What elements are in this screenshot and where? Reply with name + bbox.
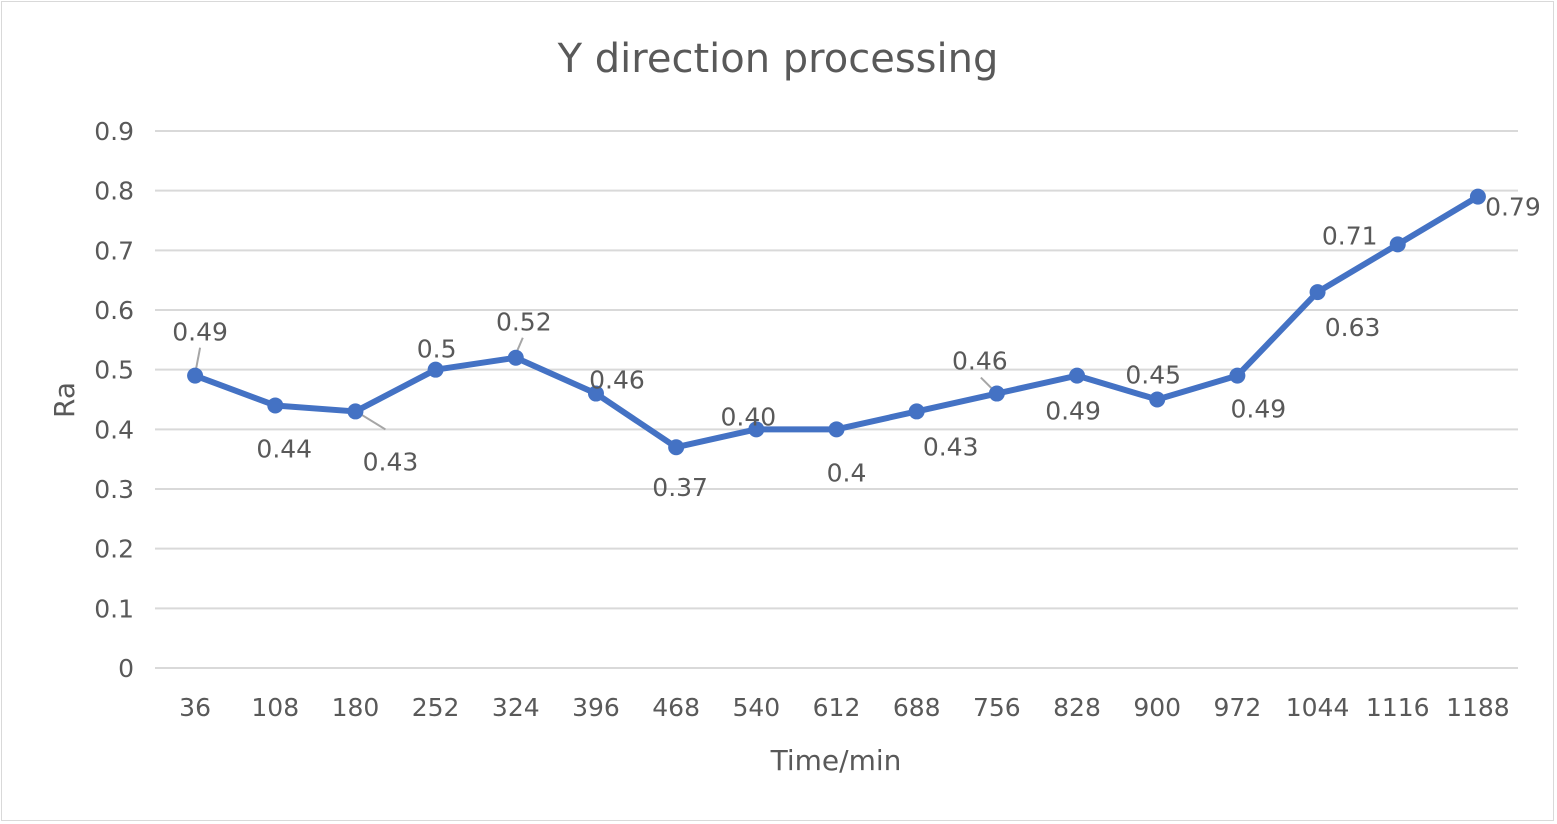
data-point [347,403,364,420]
x-tick-label: 180 [332,693,380,722]
x-axis-label: Time/min [770,744,902,777]
x-tick-label: 252 [412,693,460,722]
y-axis-label: Ra [48,382,81,418]
data-point [908,403,925,420]
data-point [1469,188,1486,205]
data-label: 0.43 [363,447,419,476]
data-point [507,349,524,366]
x-tick-label: 108 [251,693,299,722]
leader-line [515,337,524,353]
data-point [587,385,604,402]
y-tick-label: 0.3 [94,475,134,504]
leader-line [980,376,994,391]
x-tick-label: 900 [1133,693,1181,722]
data-label: 0.52 [496,308,552,337]
data-point [427,361,444,378]
data-point [748,421,765,438]
y-tick-label: 0.7 [94,236,134,265]
data-label: 0.37 [652,473,708,502]
data-point [267,397,284,414]
data-label: 0.45 [1125,361,1181,390]
x-tick-label: 1116 [1366,693,1430,722]
y-tick-label: 0.1 [94,594,134,623]
x-tick-label: 540 [732,693,780,722]
data-point [1229,367,1246,384]
data-label: 0.49 [1231,395,1287,424]
data-label: 0.46 [589,366,645,395]
data-label: 0.40 [720,402,776,431]
y-tick-label: 0 [118,654,134,683]
x-tick-label: 756 [973,693,1021,722]
y-tick-label: 0.6 [94,296,134,325]
y-tick-label: 0.9 [94,117,134,146]
data-point [828,421,845,438]
x-tick-label: 828 [1053,693,1101,722]
data-label: 0.46 [952,347,1008,376]
x-tick-label: 468 [652,693,700,722]
x-tick-label: 36 [179,693,211,722]
data-label: 0.5 [417,335,457,364]
x-tick-label: 324 [492,693,540,722]
x-tick-label: 612 [813,693,861,722]
data-point [1069,367,1086,384]
y-tick-label: 0.4 [94,415,134,444]
data-point [988,385,1005,402]
data-point [1309,284,1326,301]
data-label: 0.49 [172,318,228,347]
data-point [1389,236,1406,253]
data-point [187,367,204,384]
data-label: 0.79 [1485,193,1541,222]
data-label: 0.63 [1325,313,1381,342]
data-point [1149,391,1166,408]
x-tick-label: 1188 [1446,693,1510,722]
data-label: 0.43 [923,432,979,461]
data-point [668,439,685,456]
data-label: 0.44 [256,434,312,463]
data-label: 0.4 [827,458,867,487]
leader-line [195,347,202,369]
chart-title: Y direction processing [557,36,999,82]
data-label: 0.71 [1322,221,1378,250]
x-tick-label: 972 [1214,693,1262,722]
leader-line [358,412,386,431]
x-tick-label: 1044 [1286,693,1350,722]
y-tick-label: 0.8 [94,177,134,206]
data-label: 0.49 [1045,397,1101,426]
y-tick-label: 0.2 [94,535,134,564]
x-tick-label: 396 [572,693,620,722]
y-tick-label: 0.5 [94,356,134,385]
x-tick-label: 688 [893,693,941,722]
